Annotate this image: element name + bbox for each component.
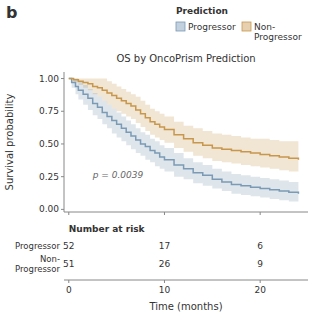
y-tick-label: 1.00: [39, 74, 59, 84]
legend-label: Non-Progressor: [254, 22, 302, 42]
risk-count: 51: [63, 259, 74, 269]
annotation: p = 0.0039: [92, 170, 144, 180]
x-axis-line: [64, 212, 308, 213]
risk-count: 17: [159, 241, 170, 251]
risk-count: 6: [257, 241, 263, 251]
risk-x-axis: 0 10 20: [64, 280, 308, 295]
y-tick: [61, 209, 64, 210]
legend-label: Progressor: [188, 22, 236, 32]
x-tick: [260, 280, 261, 283]
x-tick: [164, 280, 165, 283]
x-tick-label: 0: [66, 285, 72, 295]
y-tick: [61, 176, 64, 177]
x-tick-label: 20: [254, 285, 266, 295]
y-tick: [61, 78, 64, 79]
legend-swatch: [176, 22, 185, 31]
y-tick: [61, 111, 64, 112]
survival-curve: [69, 79, 299, 160]
x-tick: [68, 280, 69, 283]
legend-title: Prediction: [176, 6, 228, 16]
risk-count: 9: [257, 259, 263, 269]
legend: Prediction Progressor Non-Progressor: [176, 6, 302, 42]
number-at-risk: Number at risk Progressor52 17 6 Non-Progres…: [15, 224, 263, 274]
x-tick: [68, 212, 69, 215]
y-axis: 0.00 0.25 0.50 0.75 1.00: [39, 72, 64, 214]
plot-marks: [69, 79, 299, 203]
y-tick-label: 0.25: [39, 172, 59, 182]
y-tick-label: 0.00: [39, 204, 59, 214]
x-axis-label: Time (months): [148, 301, 222, 312]
risk-row-label: Non-Progressor: [15, 254, 60, 274]
y-axis-label: Survival probability: [4, 93, 15, 190]
x-tick: [260, 212, 261, 215]
y-tick-label: 0.75: [39, 106, 59, 116]
risk-count: 52: [63, 241, 74, 251]
title: OS by OncoPrism Prediction: [116, 53, 255, 64]
y-tick-label: 0.50: [39, 139, 59, 149]
x-tick: [164, 212, 165, 215]
legend-swatch: [242, 22, 251, 31]
x-axis-line: [64, 280, 308, 281]
y-axis-line: [64, 72, 65, 212]
x-tick-label: 10: [159, 285, 171, 295]
risk-table-title: Number at risk: [69, 224, 146, 234]
y-tick: [61, 143, 64, 144]
risk-row-label: Progressor: [15, 241, 60, 251]
confidence-band: [69, 79, 299, 203]
chart: b Prediction Progressor Non-Progressor OS by…: [0, 0, 320, 320]
panel-label: b: [6, 3, 17, 22]
survival-curve: [69, 79, 299, 194]
x-axis: [64, 212, 308, 215]
risk-count: 26: [159, 259, 171, 269]
